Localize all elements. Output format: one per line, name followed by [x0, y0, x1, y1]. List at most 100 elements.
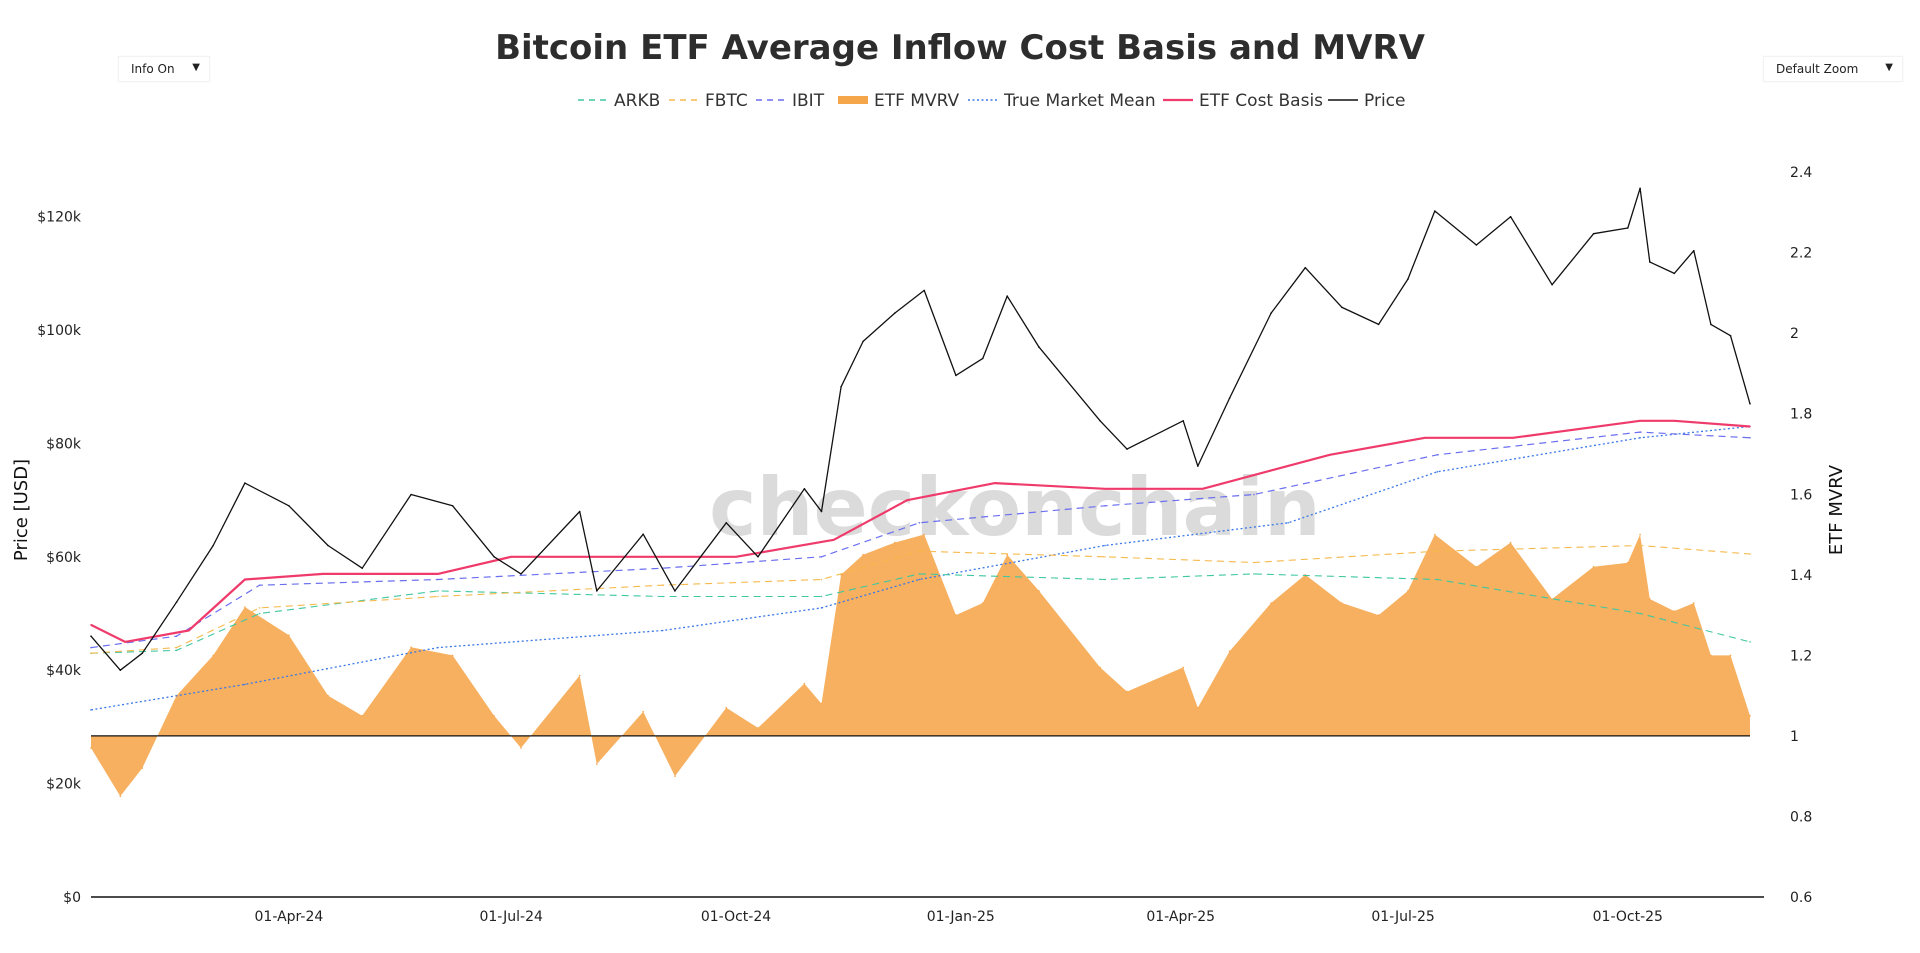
legend-item-ibit[interactable]: IBIT [756, 91, 825, 111]
series-point [1104, 544, 1106, 547]
etf-mvrv-point [141, 767, 144, 769]
series-point [1006, 295, 1008, 297]
etf-mvrv-point [1592, 566, 1595, 568]
series-point [1228, 397, 1231, 399]
series-point [1673, 272, 1676, 275]
series-point [820, 578, 823, 581]
series-point [520, 573, 522, 575]
series-point [840, 386, 842, 388]
etf-mvrv-point [642, 710, 644, 713]
legend-label: True Market Mean [1003, 91, 1156, 111]
series-point [1126, 448, 1128, 450]
series-point [1436, 550, 1439, 552]
series-point [1099, 420, 1101, 422]
etf-mvrv-point [955, 614, 957, 616]
y-left-tick-label: $100k [37, 323, 82, 339]
etf-mvrv-point [1407, 590, 1409, 592]
chevron-down-icon: ▼ [192, 62, 200, 73]
legend-item-etf-mvrv[interactable]: ETF MVRV [838, 91, 959, 111]
etf-mvrv-point [1099, 666, 1101, 669]
series-point [1749, 641, 1751, 643]
etf-mvrv-point [578, 674, 581, 677]
series-point [586, 556, 588, 558]
etf-mvrv-point [820, 702, 823, 705]
series-lines-layer [90, 187, 1751, 711]
y-right-tick-label: 1.6 [1790, 487, 1812, 503]
series-point [175, 601, 178, 603]
series-point [1475, 244, 1478, 246]
series-point [175, 635, 178, 637]
series-point [1304, 266, 1307, 269]
series-point [258, 584, 261, 586]
etf-mvrv-point [1551, 598, 1553, 600]
series-point [661, 629, 664, 632]
legend-label: FBTC [705, 91, 748, 111]
series-point [1639, 544, 1641, 547]
etf-mvrv-point [1270, 602, 1272, 604]
series-point [1749, 425, 1751, 428]
series-point [437, 578, 439, 581]
legend-item-arkb[interactable]: ARKB [578, 91, 660, 111]
legend[interactable]: ARKB FBTC IBIT ETF MVRV True Market Mean ETF … [578, 91, 1405, 111]
etf-mvrv-point [757, 727, 759, 729]
etf-mvrv-point [288, 634, 290, 636]
legend-item-true-market-mean[interactable]: True Market Mean [968, 91, 1156, 111]
series-point [1639, 420, 1641, 422]
info-toggle-dropdown[interactable]: Info On ▼ [118, 56, 210, 82]
series-point [1729, 334, 1732, 337]
series-point [90, 624, 92, 626]
info-toggle-label: Info On [131, 62, 175, 76]
etf-mvrv-point [410, 646, 412, 649]
etf-mvrv-point [1182, 666, 1184, 669]
series-point [1436, 578, 1439, 581]
series-point [1104, 578, 1106, 581]
series-point [1038, 346, 1040, 348]
series-point [642, 533, 644, 535]
chart-title: Bitcoin ETF Average Inflow Cost Basis an… [495, 28, 1426, 68]
etf-mvrv-point [803, 682, 806, 685]
etf-mvrv-point [1434, 533, 1436, 536]
series-point [1639, 612, 1641, 615]
series-point [437, 573, 439, 575]
y-left-tick-label: $60k [46, 550, 82, 566]
series-point [361, 567, 364, 569]
legend-item-etf-cost-basis[interactable]: ETF Cost Basis [1163, 91, 1323, 111]
etf-mvrv-point [244, 606, 246, 608]
x-tick-label: 01-Oct-25 [1593, 909, 1663, 925]
series-point [90, 709, 92, 711]
series-point [894, 312, 896, 314]
zoom-select-dropdown[interactable]: Default Zoom ▼ [1763, 56, 1903, 82]
series-point [244, 683, 246, 686]
series-point [906, 499, 908, 502]
series-point [322, 573, 324, 575]
series-point [244, 482, 246, 484]
series-point [258, 612, 261, 615]
series-price-line [90, 187, 1751, 671]
etf-mvrv-point [674, 775, 676, 777]
etf-mvrv-point [520, 747, 522, 749]
series-point [187, 629, 190, 632]
series-point [820, 510, 823, 513]
series-point [1253, 561, 1255, 564]
y-right-tick-label: 2 [1790, 326, 1799, 342]
series-point [918, 550, 921, 552]
series-point [1639, 437, 1641, 439]
etf-mvrv-point [1729, 654, 1732, 657]
series-point [1551, 283, 1553, 286]
series-point [1436, 454, 1439, 456]
series-point [1749, 403, 1751, 405]
series-point [510, 556, 512, 558]
etf-mvrv-point [1693, 602, 1695, 604]
etf-mvrv-point [923, 533, 925, 536]
etf-mvrv-point [1627, 561, 1629, 564]
legend-item-price[interactable]: Price [1328, 91, 1405, 111]
y-right-axis-title: ETF MVRV [1826, 464, 1847, 555]
series-point [1749, 553, 1751, 555]
legend-swatch [838, 96, 868, 104]
legend-item-fbtc[interactable]: FBTC [669, 91, 748, 111]
series-point [1253, 573, 1255, 575]
etf-mvrv-point [361, 715, 364, 717]
watermark: checkonchain [709, 461, 1321, 554]
etf-mvrv-point [1639, 533, 1641, 536]
series-point [1377, 323, 1380, 326]
